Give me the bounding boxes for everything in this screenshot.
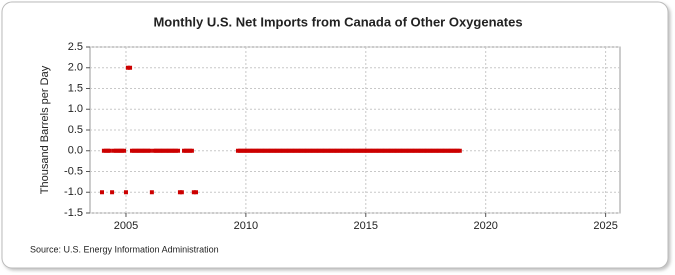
y-tick-label: 1.0 [68, 103, 83, 115]
point [455, 148, 460, 153]
point [110, 190, 115, 195]
x-tick-label: 2005 [114, 220, 138, 232]
y-tick-label: 0.0 [68, 145, 83, 157]
point [323, 148, 328, 153]
point [335, 148, 340, 153]
x-tick-label: 2015 [354, 220, 378, 232]
point [101, 148, 106, 153]
point [179, 190, 184, 195]
point [161, 148, 166, 153]
point [449, 148, 454, 153]
point [389, 148, 394, 153]
point [191, 190, 196, 195]
y-tick-label: 2.5 [68, 41, 83, 53]
point [125, 65, 130, 70]
point [122, 148, 127, 153]
point [329, 148, 334, 153]
point [194, 190, 198, 195]
point [131, 148, 136, 153]
source-note: Source: U.S. Energy Information Administ… [30, 244, 219, 254]
point [293, 148, 298, 153]
x-tick-label: 2025 [593, 220, 617, 232]
chart-title: Monthly U.S. Net Imports from Canada of … [153, 14, 522, 29]
point [263, 148, 268, 153]
point [155, 148, 160, 153]
point [371, 148, 376, 153]
point [413, 148, 418, 153]
point [281, 148, 286, 153]
point [317, 148, 322, 153]
point [311, 148, 316, 153]
point [353, 148, 358, 153]
point [119, 148, 124, 153]
y-axis-label: Thousand Barrels per Day [39, 65, 51, 194]
point [457, 148, 462, 153]
x-tick-label: 2010 [234, 220, 258, 232]
point [185, 148, 190, 153]
point [443, 148, 448, 153]
point [113, 148, 118, 153]
point [437, 148, 442, 153]
x-tick-label: 2020 [473, 220, 497, 232]
point [383, 148, 388, 153]
point [269, 148, 274, 153]
point [305, 148, 310, 153]
point [347, 148, 352, 153]
point [239, 148, 244, 153]
point [147, 148, 152, 153]
point [251, 148, 256, 153]
point [107, 148, 112, 153]
point [99, 190, 104, 195]
y-tick-label: -0.5 [64, 165, 83, 177]
point [425, 148, 430, 153]
point [377, 148, 382, 153]
point [143, 148, 148, 153]
y-tick-label: -1.0 [64, 186, 83, 198]
point [257, 148, 262, 153]
point [173, 148, 178, 153]
point [287, 148, 292, 153]
point [419, 148, 424, 153]
point [341, 148, 346, 153]
point [401, 148, 406, 153]
point [167, 148, 172, 153]
point [365, 148, 370, 153]
point [176, 148, 181, 153]
point [128, 65, 133, 70]
point [395, 148, 400, 153]
point [275, 148, 280, 153]
point [407, 148, 412, 153]
point [123, 190, 128, 195]
y-tick-label: 0.5 [68, 124, 83, 136]
y-tick-label: -1.5 [64, 207, 83, 219]
point [189, 148, 194, 153]
point [299, 148, 304, 153]
y-tick-label: 1.5 [68, 82, 83, 94]
point [431, 148, 436, 153]
point [137, 148, 142, 153]
point [359, 148, 364, 153]
point [149, 190, 154, 195]
y-tick-label: 2.0 [68, 62, 83, 74]
point [245, 148, 250, 153]
